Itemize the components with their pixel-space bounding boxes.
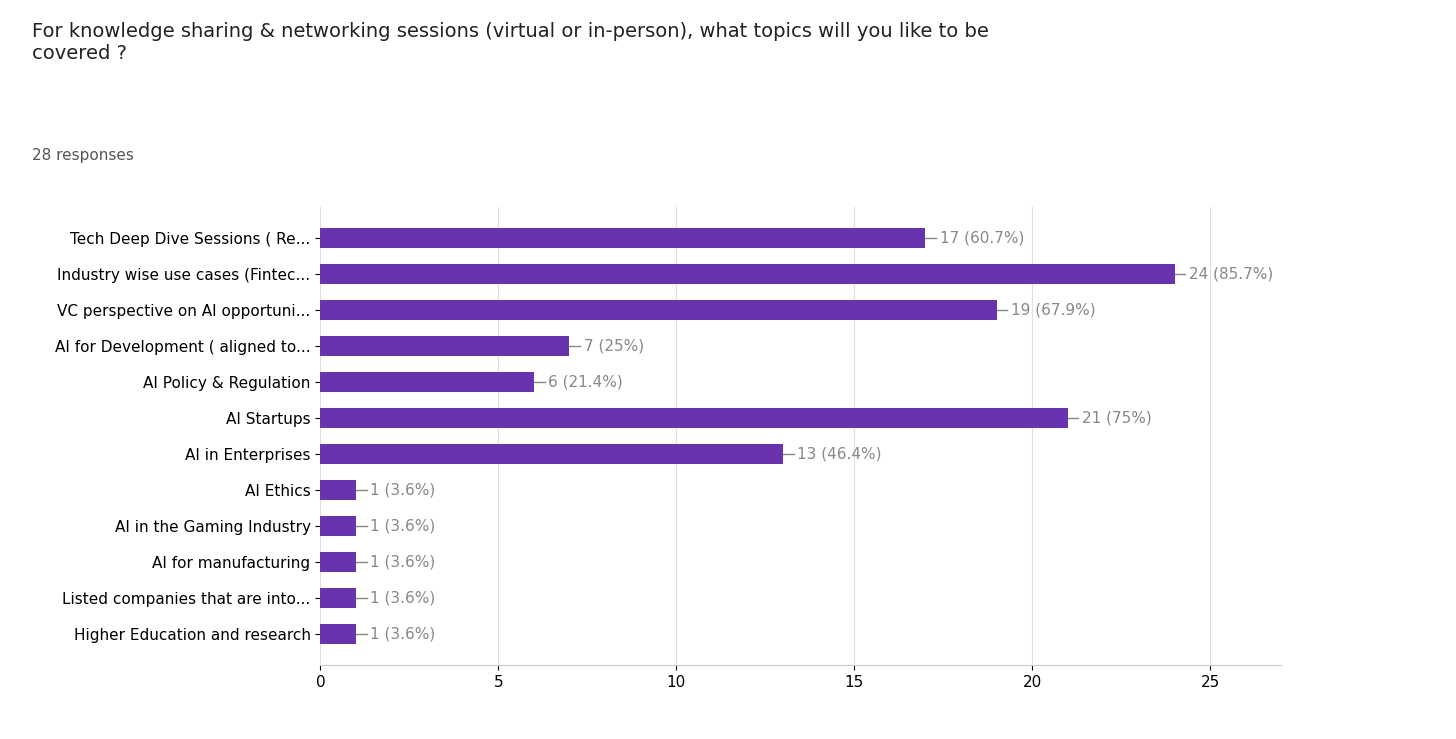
- Text: 21 (75%): 21 (75%): [1082, 410, 1152, 426]
- Text: 17 (60.7%): 17 (60.7%): [939, 230, 1024, 245]
- Bar: [320, 264, 1175, 284]
- Text: 1 (3.6%): 1 (3.6%): [370, 555, 435, 570]
- Bar: [320, 517, 355, 536]
- Bar: [320, 480, 355, 500]
- Text: 7 (25%): 7 (25%): [584, 338, 644, 353]
- Text: 1 (3.6%): 1 (3.6%): [370, 483, 435, 497]
- Text: 6 (21.4%): 6 (21.4%): [547, 375, 623, 389]
- Bar: [320, 552, 355, 572]
- Bar: [320, 624, 355, 644]
- Bar: [320, 228, 926, 248]
- Text: 24 (85.7%): 24 (85.7%): [1188, 266, 1273, 282]
- Text: 1 (3.6%): 1 (3.6%): [370, 590, 435, 606]
- Text: 1 (3.6%): 1 (3.6%): [370, 627, 435, 642]
- Bar: [320, 336, 569, 355]
- Text: For knowledge sharing & networking sessions (virtual or in-person), what topics : For knowledge sharing & networking sessi…: [32, 22, 989, 63]
- Text: 13 (46.4%): 13 (46.4%): [798, 446, 882, 462]
- Bar: [320, 588, 355, 608]
- Text: 1 (3.6%): 1 (3.6%): [370, 519, 435, 534]
- Bar: [320, 444, 783, 464]
- Text: 19 (67.9%): 19 (67.9%): [1010, 302, 1095, 317]
- Bar: [320, 408, 1067, 428]
- Bar: [320, 300, 996, 320]
- Bar: [320, 372, 534, 392]
- Text: 28 responses: 28 responses: [32, 148, 134, 163]
